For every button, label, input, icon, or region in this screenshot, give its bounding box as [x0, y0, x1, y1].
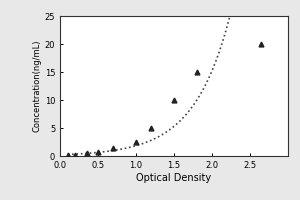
X-axis label: Optical Density: Optical Density: [136, 173, 212, 183]
Y-axis label: Concentration(ng/mL): Concentration(ng/mL): [33, 40, 42, 132]
